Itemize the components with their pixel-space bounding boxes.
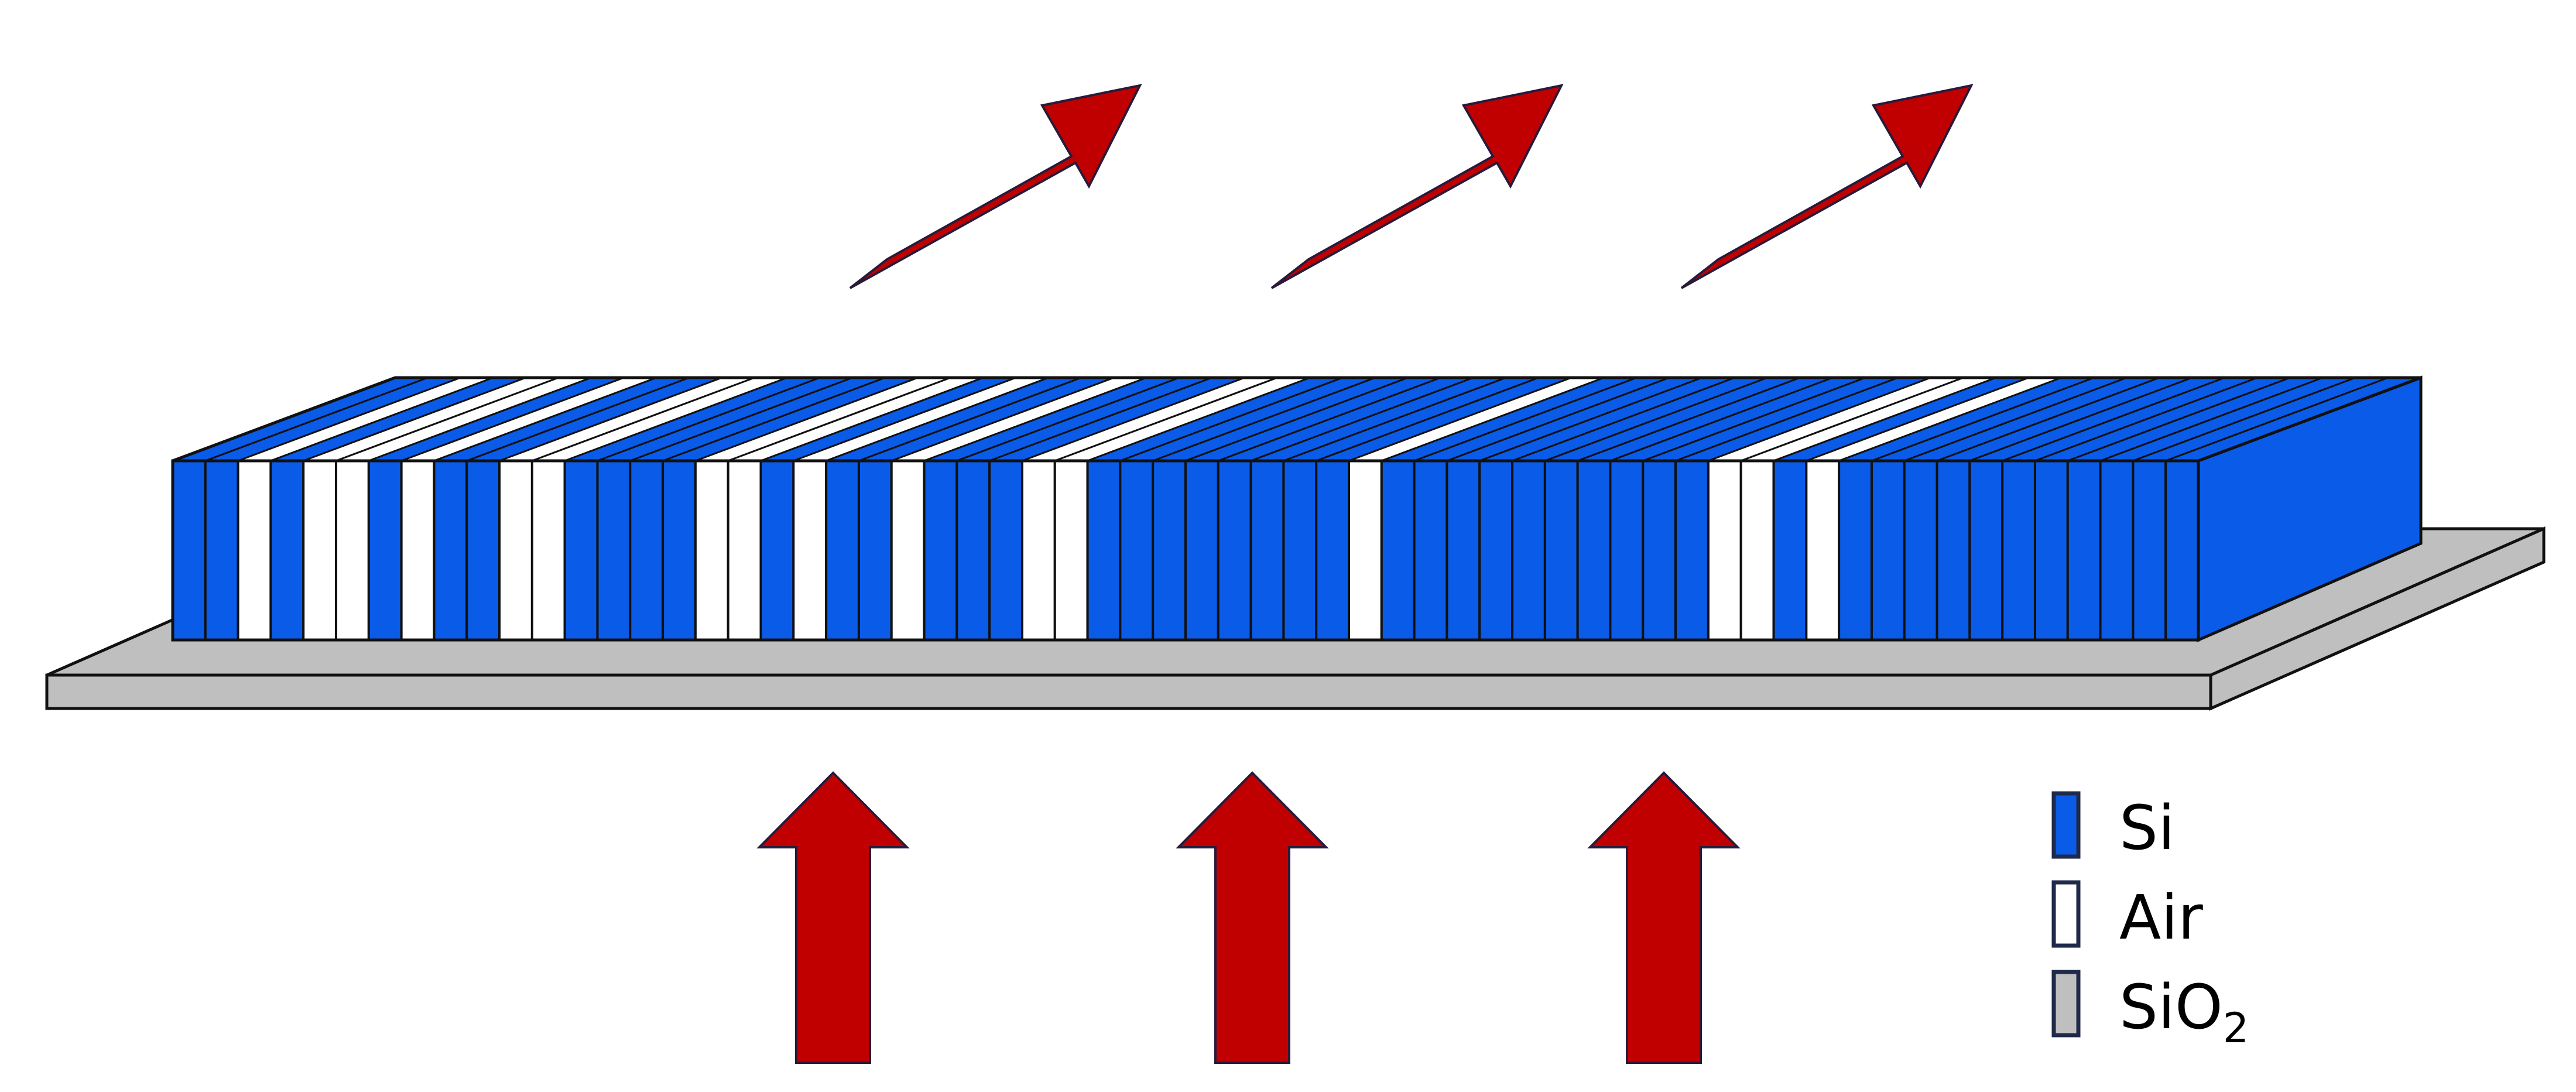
diffracted-arrows <box>849 84 1974 289</box>
grating-ridge-si <box>1380 460 1416 641</box>
grating-ridge-si <box>1184 460 1220 641</box>
grating-ridge-si <box>1936 460 1971 641</box>
grating-ridge-air <box>1348 460 1383 641</box>
legend-swatch-si <box>2051 791 2081 859</box>
diffracted-arrow <box>849 84 1142 289</box>
legend-item-air: Air <box>2051 880 2203 953</box>
legend-label-sio2-subscript: 2 <box>2223 1004 2249 1052</box>
grating-ridge-si <box>1642 460 1677 641</box>
grating-ridge-si <box>1870 460 1906 641</box>
grating-ridge-air <box>1707 460 1742 641</box>
grating-ridge-si <box>2001 460 2036 641</box>
grating-ridge-si <box>1478 460 1514 641</box>
legend: Si Air SiO2 <box>2051 791 2249 1052</box>
grating-ridge-air <box>792 460 828 641</box>
grating-ridge-si <box>2033 460 2069 641</box>
grating-ridge-si <box>988 460 1023 641</box>
grating-ridge-si <box>759 460 795 641</box>
grating-front-outline <box>171 459 2200 642</box>
grating-ridge-si <box>465 460 501 641</box>
legend-swatch-sio2 <box>2051 970 2081 1038</box>
grating-ridge-si <box>825 460 860 641</box>
grating-ridge-si <box>1217 460 1252 641</box>
grating-ridge-si <box>2099 460 2135 641</box>
grating-ridge-si <box>1152 460 1187 641</box>
grating-ridge-si <box>1772 460 1808 641</box>
legend-swatch-air <box>2051 880 2081 948</box>
diffracted-arrow <box>1270 84 1564 289</box>
grating-ridge-si <box>1249 460 1285 641</box>
grating-ridge-si <box>662 460 697 641</box>
grating-ridge-si <box>1086 460 1122 641</box>
grating-ridge-air <box>1739 460 1775 641</box>
grating-ridge-si <box>269 460 305 641</box>
grating-ridge-air <box>530 460 566 641</box>
grating-ridge-si <box>2164 460 2200 641</box>
grating-ridge-si <box>433 460 468 641</box>
grating-ridge-air <box>1805 460 1841 641</box>
grating-ridge-air <box>727 460 762 641</box>
grating-ridge-si <box>923 460 958 641</box>
grating-ridge-si <box>2066 460 2102 641</box>
grating-ridge-si <box>1609 460 1645 641</box>
grating-ridge-si <box>1968 460 2004 641</box>
grating-ridge-si <box>1543 460 1579 641</box>
grating-ridge-air <box>1053 460 1089 641</box>
grating-ridge-air <box>237 460 272 641</box>
grating-ridge-air <box>890 460 926 641</box>
diffracted-arrow <box>1680 84 1974 289</box>
grating-ridge-si <box>1838 460 1873 641</box>
grating-ridge-air <box>1020 460 1056 641</box>
grating-ridge-si <box>1903 460 1938 641</box>
substrate-side-face <box>2209 526 2546 711</box>
grating-front-stripes <box>172 460 2200 641</box>
grating-ridge-si <box>1511 460 1546 641</box>
legend-label-sio2-base: SiO <box>2119 971 2223 1043</box>
grating-ridge-si <box>1413 460 1448 641</box>
grating-ridge-air <box>498 460 533 641</box>
incident-arrow <box>756 771 910 1064</box>
legend-item-sio2: SiO2 <box>2051 970 2249 1052</box>
incident-arrows <box>756 771 1741 1064</box>
grating-ridge-si <box>596 460 632 641</box>
grating-ridge-air <box>335 460 370 641</box>
incident-arrow <box>1587 771 1741 1064</box>
grating-top-stripes <box>172 376 2421 462</box>
grating-ridge-si <box>563 460 599 641</box>
grating-ridge-air <box>302 460 338 641</box>
grating-ridge-si <box>1315 460 1351 641</box>
legend-label-si: Si <box>2119 792 2175 864</box>
incident-arrow <box>1176 771 1329 1064</box>
grating-ridge-si <box>857 460 893 641</box>
grating-ridge-si <box>629 460 664 641</box>
grating-ridge-si <box>1445 460 1481 641</box>
grating-ridge-si <box>172 460 207 641</box>
grating-ridge-air <box>400 460 436 641</box>
legend-label-air: Air <box>2119 882 2203 953</box>
grating-ridge-si <box>1674 460 1710 641</box>
substrate-front-face <box>45 673 2212 710</box>
grating-ridge-si <box>204 460 239 641</box>
legend-item-si: Si <box>2051 791 2175 864</box>
legend-label-sio2: SiO2 <box>2119 971 2249 1052</box>
grating-ridge-air <box>694 460 729 641</box>
grating-ridge-si <box>2132 460 2167 641</box>
grating-ridge-si <box>955 460 991 641</box>
grating-ridge-si <box>367 460 403 641</box>
grating-ridge-si <box>1119 460 1155 641</box>
grating-ridge-si <box>1282 460 1318 641</box>
grating-ridge-si <box>1576 460 1612 641</box>
grating-block <box>171 375 2423 642</box>
